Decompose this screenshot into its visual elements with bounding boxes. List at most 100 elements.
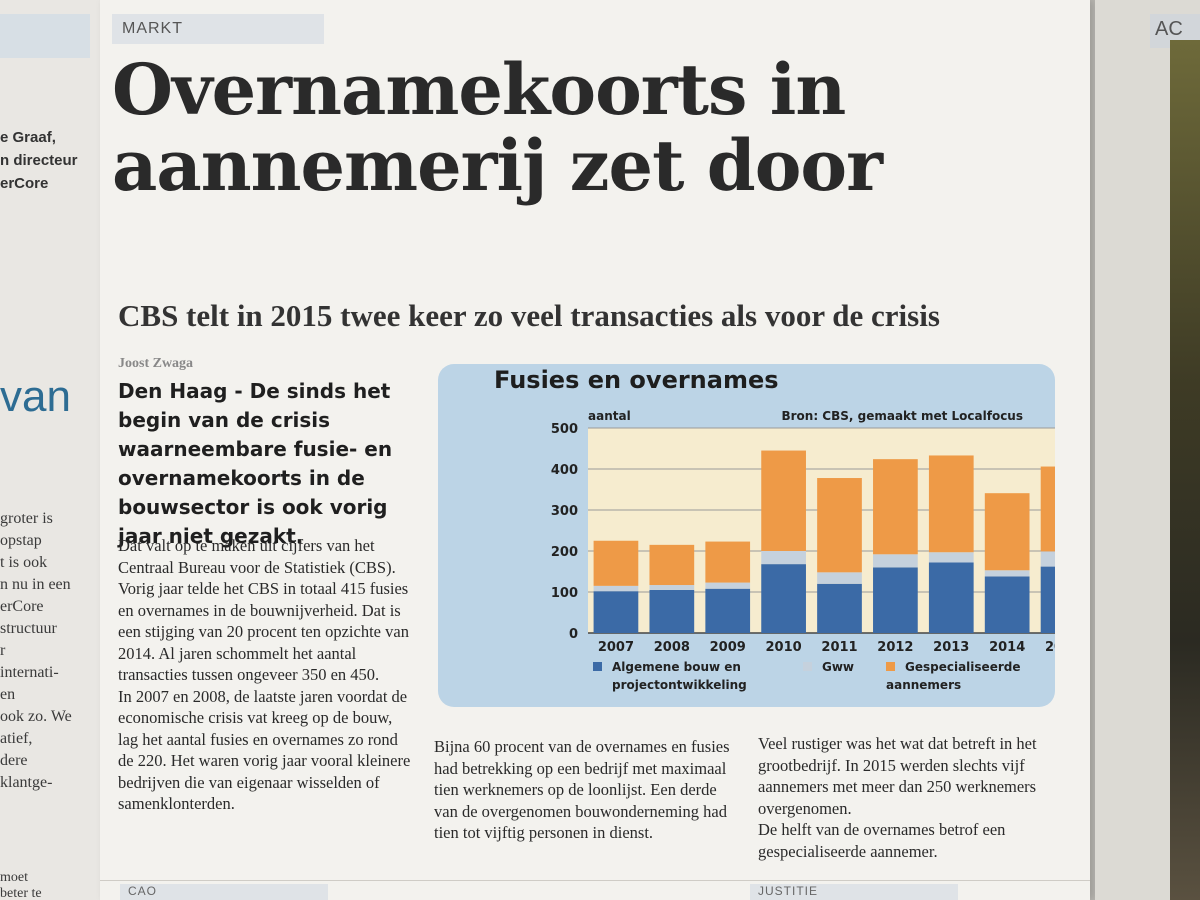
body-column-3: Veel rustiger was het wat dat betreft in… xyxy=(758,733,1058,862)
body-paragraph: Dat valt op te maken uit cijfers van het… xyxy=(118,536,396,577)
left-page-text: dere xyxy=(0,752,28,769)
bar-segment xyxy=(873,459,918,555)
y-tick-labels: 0 100 200 300 400 500 xyxy=(551,422,578,642)
adjacent-left-page: e Graaf, n directeur erCore van groter i… xyxy=(0,0,101,900)
body-paragraph: De helft van de overnames betrof een ges… xyxy=(758,820,1006,861)
bar-segment xyxy=(761,564,806,633)
left-page-text: r xyxy=(0,642,6,659)
bar-segment xyxy=(649,544,695,586)
left-page-text: erCore xyxy=(0,175,49,192)
chart-box: Fusies en overnames aantal Bron: CBS, ge… xyxy=(438,364,1055,707)
body-column-2: Bijna 60 procent van de overnames en fus… xyxy=(434,736,734,844)
left-page-text: t is ook xyxy=(0,554,48,571)
left-page-text: n directeur xyxy=(0,152,78,169)
bar-segment xyxy=(817,572,862,584)
legend-swatch xyxy=(886,662,895,671)
left-page-text: klantge- xyxy=(0,774,53,791)
intro-paragraph: Den Haag - De sinds het begin van de cri… xyxy=(118,377,428,551)
next-section-tab: CAO xyxy=(120,884,328,900)
legend-item-gww: Gww xyxy=(803,658,854,676)
legend-label: Algemene bouw en projectontwikkeling xyxy=(612,660,747,692)
x-tick-label: 2009 xyxy=(710,640,746,655)
bar-segment xyxy=(984,570,1030,577)
subheadline: CBS telt in 2015 twee keer zo veel trans… xyxy=(118,298,940,333)
bar-segment xyxy=(873,567,918,633)
legend-item-gespecialiseerde: Gespecialiseerde aannemers xyxy=(886,658,1055,694)
bar-segment xyxy=(928,562,974,633)
bar-segment xyxy=(761,551,806,565)
bar-segment xyxy=(928,455,974,553)
x-tick-label: 2014 xyxy=(989,640,1025,655)
bar-segment xyxy=(1040,551,1055,567)
bar-segment xyxy=(984,576,1030,633)
x-tick-label: 2007 xyxy=(598,640,634,655)
left-page-text: beter te xyxy=(0,886,42,900)
y-tick-label: 300 xyxy=(551,504,578,519)
legend-item-algemene-bouw: Algemene bouw en projectontwikkeling xyxy=(593,658,762,694)
left-page-text: erCore xyxy=(0,598,44,615)
body-paragraph: Veel rustiger was het wat dat betreft in… xyxy=(758,734,1037,818)
headline: Overnamekoorts in aannemerij zet door xyxy=(112,48,883,207)
bar-segment xyxy=(817,583,862,633)
chart-source: Bron: CBS, gemaakt met Localfocus xyxy=(781,409,1023,423)
x-tick-label: 2013 xyxy=(933,640,969,655)
y-tick-label: 0 xyxy=(569,627,578,642)
bar-segment xyxy=(761,450,806,551)
left-page-text: structuur xyxy=(0,620,57,637)
left-page-text: n nu in een xyxy=(0,576,71,593)
body-paragraph: Bijna 60 procent van de overnames en fus… xyxy=(434,737,730,842)
x-tick-label: 2012 xyxy=(877,640,913,655)
bar-segment xyxy=(1040,466,1055,552)
bar-segment xyxy=(705,588,751,633)
newspaper-page: MARKT Overnamekoorts in aannemerij zet d… xyxy=(100,0,1090,900)
adjacent-right-page: AC xyxy=(1095,0,1200,900)
left-page-section-tab xyxy=(0,14,90,58)
right-page-tab-text: AC xyxy=(1155,18,1183,40)
chart-title: Fusies en overnames xyxy=(494,366,779,394)
dateline: Den Haag xyxy=(118,379,228,403)
left-page-text: atief, xyxy=(0,730,33,747)
bar-segment xyxy=(984,493,1030,571)
bar-segment xyxy=(593,585,639,592)
y-tick-label: 200 xyxy=(551,545,578,560)
left-page-text: moet xyxy=(0,870,28,885)
y-tick-label: 100 xyxy=(551,586,578,601)
bar-segment xyxy=(649,589,695,633)
y-axis-label: aantal xyxy=(588,409,631,423)
body-paragraph: Vorig jaar telde het CBS in totaal 415 f… xyxy=(118,579,409,684)
body-paragraph: In 2007 en 2008, de laatste jaren voorda… xyxy=(118,686,411,814)
x-tick-label: 2008 xyxy=(654,640,690,655)
bar-segment xyxy=(705,541,751,583)
left-page-text: ook zo. We xyxy=(0,708,72,725)
left-page-text: en xyxy=(0,686,16,703)
intro-text: - De sinds het begin van de crisis waarn… xyxy=(118,379,393,548)
byline: Joost Zwaga xyxy=(118,356,194,371)
bar-segment xyxy=(649,585,695,590)
x-tick-label: 2010 xyxy=(766,640,802,655)
y-tick-label: 400 xyxy=(551,463,578,478)
left-page-text: opstap xyxy=(0,532,42,549)
chart-bars xyxy=(593,450,1055,633)
x-tick-label: 2015 xyxy=(1045,640,1055,655)
x-tick-labels: 2007 2008 2009 2010 2011 2012 2013 2014 2015 xyxy=(598,640,1055,655)
bar-segment xyxy=(593,540,639,586)
page-divider xyxy=(100,880,1090,881)
legend-label: Gespecialiseerde aannemers xyxy=(886,660,1021,692)
bar-segment xyxy=(928,552,974,563)
legend-label: Gww xyxy=(822,660,855,674)
legend-swatch xyxy=(593,662,602,671)
left-page-text: internati- xyxy=(0,664,59,681)
bar-segment xyxy=(705,582,751,589)
y-tick-label: 500 xyxy=(551,422,578,437)
left-page-text: e Graaf, xyxy=(0,129,56,146)
bar-segment xyxy=(593,591,639,633)
bar-segment xyxy=(873,554,918,568)
next-section-tab: JUSTITIE xyxy=(750,884,958,900)
left-page-heading: van xyxy=(0,372,71,421)
stacked-bar-chart: aantal Bron: CBS, gemaakt met Localfocus… xyxy=(551,409,1055,655)
bar-segment xyxy=(1040,566,1055,633)
body-column-1: Dat valt op te maken uit cijfers van het… xyxy=(118,535,414,815)
legend-swatch xyxy=(803,662,812,671)
bar-segment xyxy=(817,478,862,573)
left-page-text: groter is xyxy=(0,510,53,527)
